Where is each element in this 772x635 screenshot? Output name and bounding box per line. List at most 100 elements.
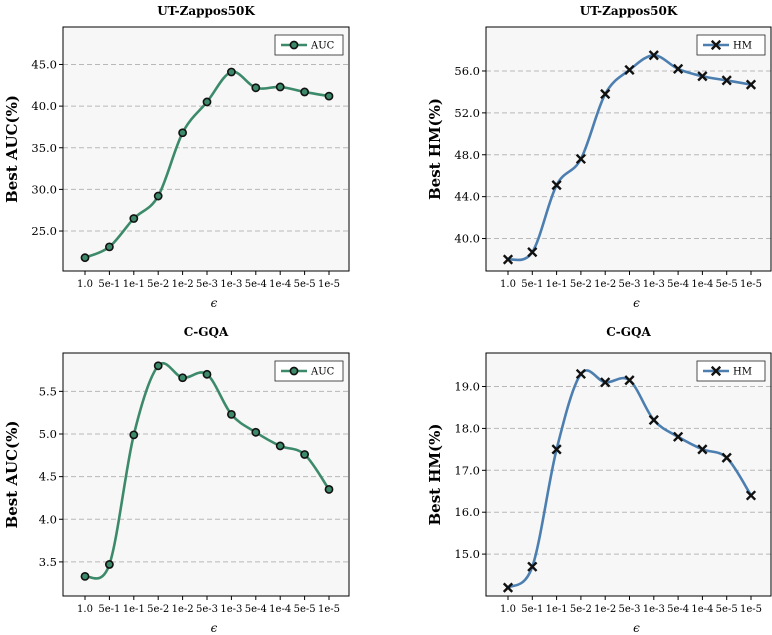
data-point <box>527 561 538 572</box>
chart-title: C-GQA <box>184 325 229 339</box>
legend-marker <box>289 40 299 50</box>
y-tick-label: 40.0 <box>454 232 480 246</box>
x-tick-label: 5e-1 <box>98 604 120 615</box>
x-axis-label: ϵ <box>211 296 218 310</box>
data-point <box>178 373 187 383</box>
y-tick-label: 56.0 <box>454 64 480 78</box>
y-tick-label: 40.0 <box>31 99 57 113</box>
legend: HM <box>696 34 766 56</box>
data-point <box>251 427 261 437</box>
y-axis-label: Best HM(%) <box>426 98 444 200</box>
x-tick-label: 5e-3 <box>196 604 218 615</box>
x-tick-label: 1e-1 <box>123 604 145 615</box>
data-point <box>624 375 635 386</box>
x-tick-label: 1.0 <box>500 604 516 615</box>
y-tick-label: 16.0 <box>454 505 480 519</box>
data-point <box>551 180 562 191</box>
x-tick-label: 5e-5 <box>716 279 738 290</box>
x-tick-label: 1e-3 <box>643 604 665 615</box>
data-point <box>673 63 684 74</box>
legend-label: AUC <box>310 367 335 378</box>
data-point <box>575 368 586 380</box>
legend-marker <box>710 365 722 377</box>
plot-frame <box>485 26 772 272</box>
x-tick-label: 5e-1 <box>521 604 543 615</box>
y-axis-label: Best HM(%) <box>426 423 444 525</box>
y-tick-label: 15.0 <box>454 547 480 561</box>
data-point <box>300 87 309 97</box>
data-point <box>721 75 732 86</box>
x-tick-label: 1e-3 <box>643 279 665 290</box>
x-axis-label: ϵ <box>633 296 640 310</box>
plot-area <box>486 27 771 271</box>
data-point <box>697 71 708 82</box>
legend-label: HM <box>733 367 752 378</box>
y-tick-label: 30.0 <box>31 182 57 196</box>
data-point <box>624 64 635 76</box>
x-tick-label: 5e-1 <box>521 279 543 290</box>
x-tick-label: 1e-3 <box>220 604 242 615</box>
x-tick-label: 1e-1 <box>546 604 568 615</box>
x-tick-label: 5e-5 <box>716 604 738 615</box>
chart-title: UT-Zappos50K <box>157 4 255 18</box>
data-point <box>202 97 212 107</box>
data-point <box>275 82 285 92</box>
x-tick-label: 1e-1 <box>123 279 145 290</box>
data-point <box>745 79 757 90</box>
x-tick-label: 1e-5 <box>318 604 340 615</box>
y-tick-label: 48.0 <box>454 148 480 162</box>
x-tick-label: 1.0 <box>77 279 93 290</box>
legend: HM <box>696 360 766 382</box>
chart-panel-1: 25.030.035.040.045.01.0 5e-1 1e-1 5e-2 1e-2 5… <box>3 4 350 310</box>
plot-frame <box>62 352 350 597</box>
y-tick-label: 45.0 <box>31 57 57 71</box>
x-tick-label: 5e-1 <box>98 279 120 290</box>
x-tick-label: 1e-5 <box>740 279 762 290</box>
data-point <box>275 441 285 451</box>
data-point <box>129 214 139 223</box>
y-tick-label: 44.0 <box>454 190 480 204</box>
x-tick-label: 5e-4 <box>245 604 267 615</box>
data-point <box>324 485 334 494</box>
x-tick-label: 1e-5 <box>740 604 762 615</box>
y-tick-label: 17.0 <box>454 463 480 477</box>
y-tick-label: 35.0 <box>31 141 57 155</box>
y-axis-label: Best AUC(%) <box>3 421 21 529</box>
legend-label: AUC <box>310 41 335 52</box>
data-point <box>575 153 586 165</box>
data-point <box>105 242 114 252</box>
x-tick-label: 1e-4 <box>269 279 291 290</box>
y-tick-label: 5.5 <box>39 384 57 398</box>
chart-title: C-GQA <box>606 325 651 339</box>
data-point <box>226 67 236 77</box>
data-point <box>105 560 114 569</box>
data-point <box>129 430 139 440</box>
legend-marker <box>289 366 299 376</box>
y-tick-label: 18.0 <box>454 421 480 435</box>
x-tick-label: 5e-2 <box>147 279 169 290</box>
data-point <box>648 50 659 61</box>
legend-box <box>696 360 766 382</box>
y-tick-label: 52.0 <box>454 106 480 120</box>
data-point <box>80 571 90 581</box>
x-tick-label: 5e-3 <box>618 279 640 290</box>
data-point <box>745 490 757 501</box>
chart-title: UT-Zappos50K <box>580 4 678 18</box>
x-tick-label: 5e-5 <box>294 279 316 290</box>
data-point <box>673 431 684 442</box>
x-tick-label: 1.0 <box>77 604 93 615</box>
y-tick-label: 5.0 <box>39 427 57 441</box>
data-point <box>648 414 659 426</box>
data-point <box>178 128 187 138</box>
data-point <box>153 191 163 201</box>
plot-area <box>63 27 349 271</box>
chart-panel-3: 3.54.04.55.05.51.0 5e-1 1e-1 5e-2 1e-2 5e-3 1e… <box>3 325 350 635</box>
data-point <box>527 247 538 258</box>
legend: AUC <box>274 34 344 56</box>
x-tick-label: 5e-4 <box>245 279 267 290</box>
chart-panel-2: 40.044.048.052.056.01.0 5e-1 1e-1 5e-2 1e-2 5… <box>426 4 772 310</box>
data-point <box>226 409 236 419</box>
data-point <box>251 83 261 93</box>
y-tick-label: 25.0 <box>31 224 57 238</box>
